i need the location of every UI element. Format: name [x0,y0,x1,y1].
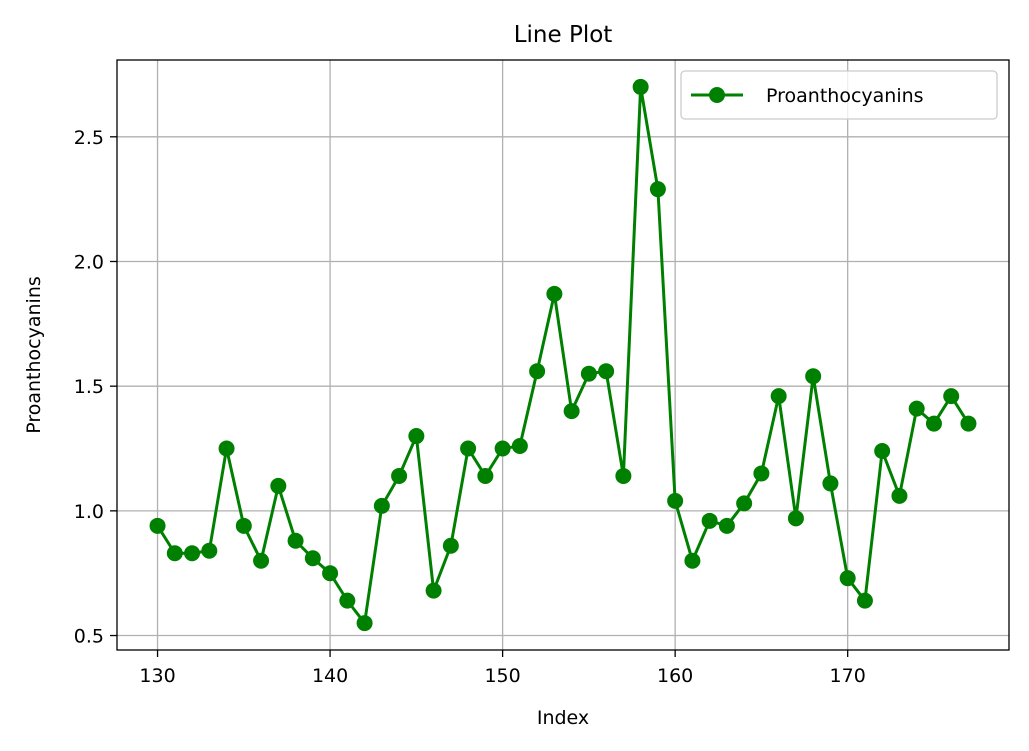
x-tick-label: 130 [139,665,175,687]
series-layer [149,78,977,632]
data-point [322,565,339,582]
legend-marker [709,87,725,103]
y-tick-label: 2.5 [74,127,104,149]
data-point [373,497,390,514]
y-axis-label: Proanthocyanins [23,276,45,434]
data-point [270,477,287,494]
y-axis: 0.5 1.0 1.5 2.0 2.5 [74,127,117,648]
data-point [856,592,873,609]
data-point [425,582,442,599]
grid-lines [117,60,1009,650]
y-tick-label: 2.0 [74,251,104,273]
y-tick-label: 1.5 [74,376,104,398]
chart-title: Line Plot [514,22,613,48]
data-point [149,517,166,534]
data-point [218,440,235,457]
data-point [718,517,735,534]
data-point [874,443,891,460]
data-point [546,285,563,302]
data-point [598,363,615,380]
data-point [960,415,977,432]
data-point [822,475,839,492]
data-point [839,570,856,587]
data-point [356,615,373,632]
data-point [201,542,218,559]
x-tick-label: 170 [830,665,866,687]
data-point [529,363,546,380]
data-point [166,545,183,562]
legend: Proanthocyanins [680,70,998,120]
legend-label: Proanthocyanins [766,85,924,107]
data-point [615,467,632,484]
data-point [805,368,822,385]
data-point [649,181,666,198]
data-point [477,467,494,484]
x-tick-label: 150 [484,665,520,687]
data-point [667,492,684,509]
data-point [184,545,201,562]
x-axis: 130 140 150 160 170 [139,650,866,687]
data-point [632,78,649,95]
data-point [908,400,925,417]
data-point [770,388,787,405]
y-tick-label: 0.5 [74,626,104,648]
x-axis-label: Index [537,707,589,729]
data-point [943,388,960,405]
data-point [253,552,270,569]
data-point [753,465,770,482]
data-point [925,415,942,432]
data-point [494,440,511,457]
data-point [442,537,459,554]
data-point [736,495,753,512]
data-point [701,512,718,529]
plot-area-frame [116,59,1010,651]
x-tick-label: 140 [312,665,348,687]
x-tick-label: 160 [657,665,693,687]
data-point [408,428,425,445]
data-point [235,517,252,534]
y-tick-label: 1.0 [74,501,104,523]
data-point [460,440,477,457]
series-line [156,85,970,625]
data-point [684,552,701,569]
data-point [304,550,321,567]
data-point [391,467,408,484]
data-point [563,403,580,420]
legend-box [680,70,998,120]
data-point [511,438,528,455]
data-point [787,510,804,527]
data-point [580,365,597,382]
data-point [891,487,908,504]
data-point [287,532,304,549]
data-point [339,592,356,609]
